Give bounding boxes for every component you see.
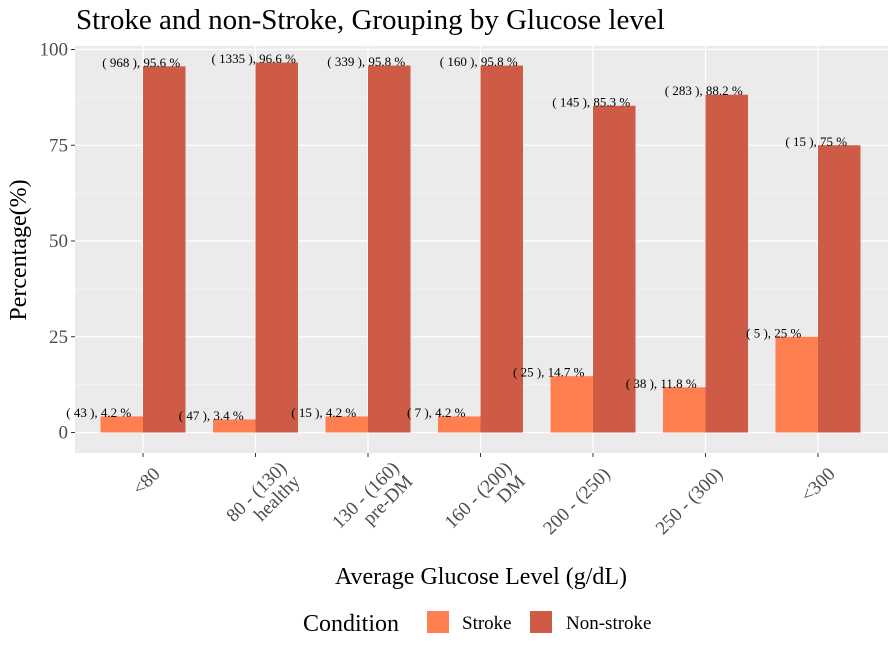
x-tick-label: 160 - (200)DM: [441, 458, 530, 547]
bar-stroke: [100, 416, 143, 433]
bar-value-label: ( 145 ), 85.3 %: [552, 94, 630, 109]
y-tick-label: 100: [40, 40, 69, 61]
x-tick-label-line: 250 - (300): [652, 464, 727, 539]
legend-key-non-stroke: [530, 611, 552, 633]
bar-value-label: ( 15 ), 4.2 %: [291, 405, 356, 420]
bar-non-stroke: [593, 105, 636, 433]
y-tick-label: 25: [49, 327, 68, 348]
bar-non-stroke: [143, 66, 186, 433]
bar-value-label: ( 5 ), 25 %: [746, 325, 801, 340]
bar-value-label: ( 47 ), 3.4 %: [179, 408, 244, 423]
x-tick-label: <300: [797, 464, 840, 507]
x-axis-title: Average Glucose Level (g/dL): [335, 564, 627, 590]
bar-value-label: ( 25 ), 14.7 %: [513, 365, 585, 380]
bar-non-stroke: [480, 65, 523, 433]
bar-value-label: ( 968 ), 95.6 %: [102, 55, 180, 70]
x-tick-label: 130 - (160)pre-DM: [328, 458, 417, 547]
x-tick-label-line: <300: [797, 464, 840, 507]
legend-title: Condition: [303, 611, 399, 637]
bar-value-label: ( 160 ), 95.8 %: [440, 54, 518, 69]
bar-non-stroke: [255, 62, 298, 433]
bars: [100, 62, 861, 433]
bar-value-label: ( 43 ), 4.2 %: [66, 405, 131, 420]
chart-title: Stroke and non-Stroke, Grouping by Gluco…: [76, 4, 665, 36]
x-tick-label: <80: [129, 464, 165, 500]
bar-value-label: ( 38 ), 11.8 %: [626, 376, 697, 391]
bar-value-label: ( 7 ), 4.2 %: [407, 405, 466, 420]
bar-stroke: [550, 376, 593, 433]
legend-key-stroke: [427, 611, 449, 633]
bar-value-label: ( 1335 ), 96.6 %: [212, 51, 297, 66]
x-tick-label: 200 - (250): [539, 464, 614, 539]
bar-stroke: [775, 336, 818, 433]
bar-value-label: ( 283 ), 88.2 %: [665, 83, 743, 98]
bar-labels: ( 43 ), 4.2 % ( 47 ), 3.4 % ( 15 ), 4.2 % (…: [66, 51, 847, 423]
bar-non-stroke: [705, 94, 748, 433]
bar-value-label: ( 15 ), 75 %: [785, 134, 847, 149]
y-axis-title: Percentage(%): [6, 179, 32, 320]
legend-label: Stroke: [462, 613, 512, 634]
bar-stroke: [325, 416, 368, 433]
y-axis: 0 25 50 75 100: [40, 40, 75, 444]
y-tick-label: 50: [49, 231, 68, 252]
bar-non-stroke: [818, 145, 861, 433]
x-tick-label-line: 200 - (250): [539, 464, 614, 539]
bar-stroke: [213, 419, 256, 433]
legend-label: Non-stroke: [566, 613, 651, 634]
y-tick-label: 0: [59, 423, 69, 444]
x-tick-label: 250 - (300): [652, 464, 727, 539]
x-axis: <80 80 - (130)healthy 130 - (160)pre-DM 160…: [129, 453, 840, 547]
bar-non-stroke: [368, 65, 411, 433]
bar-stroke: [438, 416, 481, 433]
x-tick-label-line: <80: [129, 464, 165, 500]
x-tick-label: 80 - (130)healthy: [223, 457, 305, 539]
bar-stroke: [663, 387, 706, 433]
bar-value-label: ( 339 ), 95.8 %: [327, 54, 405, 69]
y-tick-label: 75: [49, 135, 68, 156]
legend: Condition Stroke Non-stroke: [303, 611, 651, 637]
